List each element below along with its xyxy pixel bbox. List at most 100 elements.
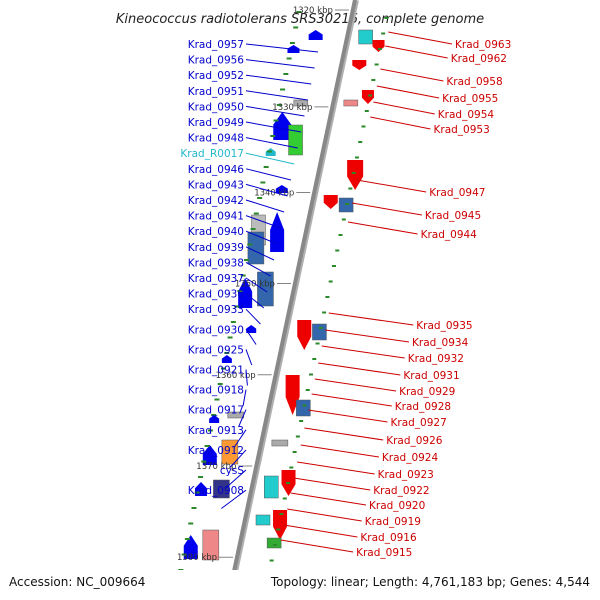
leader-line-right [356,179,427,193]
leader-line-left [245,74,312,85]
gene-label-left: Krad_0952 [188,70,244,82]
leader-line-left [229,449,247,468]
leader-line-right [293,477,371,491]
leader-line-right [385,45,448,59]
gene-label-left: Krad_0951 [188,86,244,98]
gene-label-left: Krad_0950 [188,101,244,113]
gene-label-left: Krad_0938 [188,257,244,269]
gene-box-right [358,29,373,45]
leader-line-right [297,461,375,475]
map-title: Kineococcus radiotolerans SRS30216, comp… [116,12,484,27]
gene-label-right: Krad_0935 [416,320,472,332]
gene-label-left: Krad_0925 [188,344,244,356]
gene-label-right: Krad_0962 [451,53,507,65]
tick-layer [178,11,389,577]
gene-arrow-left [202,445,217,465]
backbone-layer [226,0,359,600]
gene-label-left: Krad_0939 [188,242,244,254]
topology-text: Topology: linear; Length: 4,761,183 bp; … [270,575,590,589]
gene-label-right: Krad_0920 [369,500,425,512]
leader-line-left [245,308,261,325]
gene-arrow-left [246,325,257,333]
gene-label-left: Krad_0908 [188,485,244,497]
leader-line-left [221,489,247,509]
gene-label-left: Krad_0912 [188,445,244,457]
gene-label-right: Krad_0932 [408,353,464,365]
scale-label: 1380 kbp [177,553,217,563]
gene-label-left: Krad_0937 [188,273,244,285]
gene-arrow-right [273,510,288,540]
gene-label-right: Krad_0945 [425,210,481,222]
gene-box-left [247,231,265,265]
gene-label-right: Krad_0923 [378,469,434,481]
left-labels: Krad_0957 Krad_0956 Krad_0952 Krad_0951 Krad… [180,39,319,509]
gene-arrow-left [209,415,220,423]
gene-box-right [255,514,271,526]
scale-label: 1330 kbp [272,103,312,113]
leader-line-right [321,345,405,359]
leader-line-left [245,215,281,229]
gene-label-left: Krad_0943 [188,179,244,191]
feature-layer [183,29,385,585]
leader-line-right [347,221,418,235]
gene-arrow-right [297,320,312,350]
gene-box-right [296,399,311,417]
leader-line-right [280,539,354,553]
leader-line-right [376,85,440,99]
scale-label: 1350 kbp [235,280,275,290]
gene-label-left: Krad_0917 [188,405,244,417]
leader-line-left [245,369,248,386]
leader-line-right [325,329,410,343]
gene-box-left [288,124,303,156]
leader-line-right [308,409,388,423]
gene-box-right [263,475,279,499]
gene-label-left: Krad_0948 [188,133,244,145]
gene-label-right: Krad_0934 [412,337,469,349]
leader-line-left [245,90,308,101]
gene-label-right: Krad_0928 [395,401,451,413]
leader-line-left [245,277,268,293]
leader-line-left [245,105,305,117]
gene-label-right: Krad_0915 [356,547,412,559]
leader-line-right [318,362,401,376]
leader-line-left [245,168,292,181]
gene-label-left: cysS [220,465,244,477]
gene-label-right: Krad_0924 [382,452,439,464]
backbone-line [226,0,357,600]
leader-line-right [304,427,384,441]
gene-box-left [213,479,230,499]
leader-line-left [245,246,275,261]
gene-box-right [266,537,282,549]
gene-box-left [293,99,309,107]
leader-line-right [283,524,358,538]
scale-label: 1320 kbp [293,6,333,16]
gene-arrow-left [273,112,292,140]
leader-line-left [233,429,247,448]
gene-box-right [312,323,327,341]
leader-line-left [245,43,319,53]
leader-line-right [373,101,435,115]
gene-label-right: Krad_0927 [391,417,447,429]
footer-band [0,570,600,600]
gene-label-right: Krad_0954 [438,109,495,121]
gene-label-left: Krad_0913 [188,425,244,437]
leader-line-right [287,508,362,522]
gene-arrow-left [308,30,323,40]
gene-label-right: Krad_0953 [434,124,490,136]
leader-line-left [245,137,298,149]
gene-label-left: Krad_0918 [188,385,244,397]
leader-line-left [245,329,257,345]
leader-line-right [290,492,367,506]
leader-line-left [245,59,315,69]
scale-layer: 1320 kbp 1330 kbp 1340 kbp 1350 kbp 1360 kbp… [177,6,349,563]
leader-line-right [300,444,379,458]
leader-line-right [328,312,414,326]
leader-line-left [245,199,285,213]
leader-line-right [351,202,422,216]
gene-label-left: Krad_0940 [188,226,244,238]
gene-arrow-right [352,60,367,70]
leader-line-right [388,31,453,45]
gene-label-left: Krad_0942 [188,195,244,207]
